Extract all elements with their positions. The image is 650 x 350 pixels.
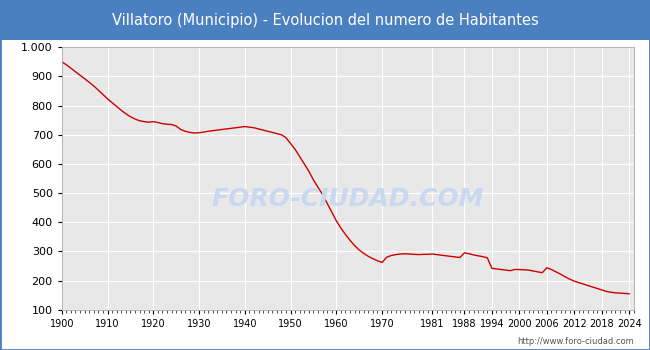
Text: Villatoro (Municipio) - Evolucion del numero de Habitantes: Villatoro (Municipio) - Evolucion del nu… xyxy=(112,13,538,28)
Text: http://www.foro-ciudad.com: http://www.foro-ciudad.com xyxy=(517,337,634,346)
Text: FORO-CIUDAD.COM: FORO-CIUDAD.COM xyxy=(211,188,484,211)
